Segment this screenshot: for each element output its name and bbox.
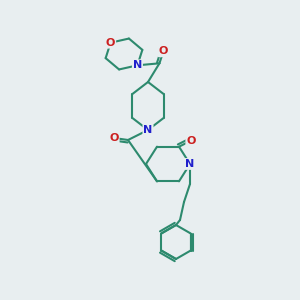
Text: N: N (133, 60, 142, 70)
Text: O: O (109, 133, 119, 143)
Text: O: O (186, 136, 196, 146)
Text: O: O (106, 38, 115, 48)
Text: N: N (185, 159, 195, 169)
Text: N: N (143, 125, 153, 135)
Text: O: O (159, 46, 168, 56)
